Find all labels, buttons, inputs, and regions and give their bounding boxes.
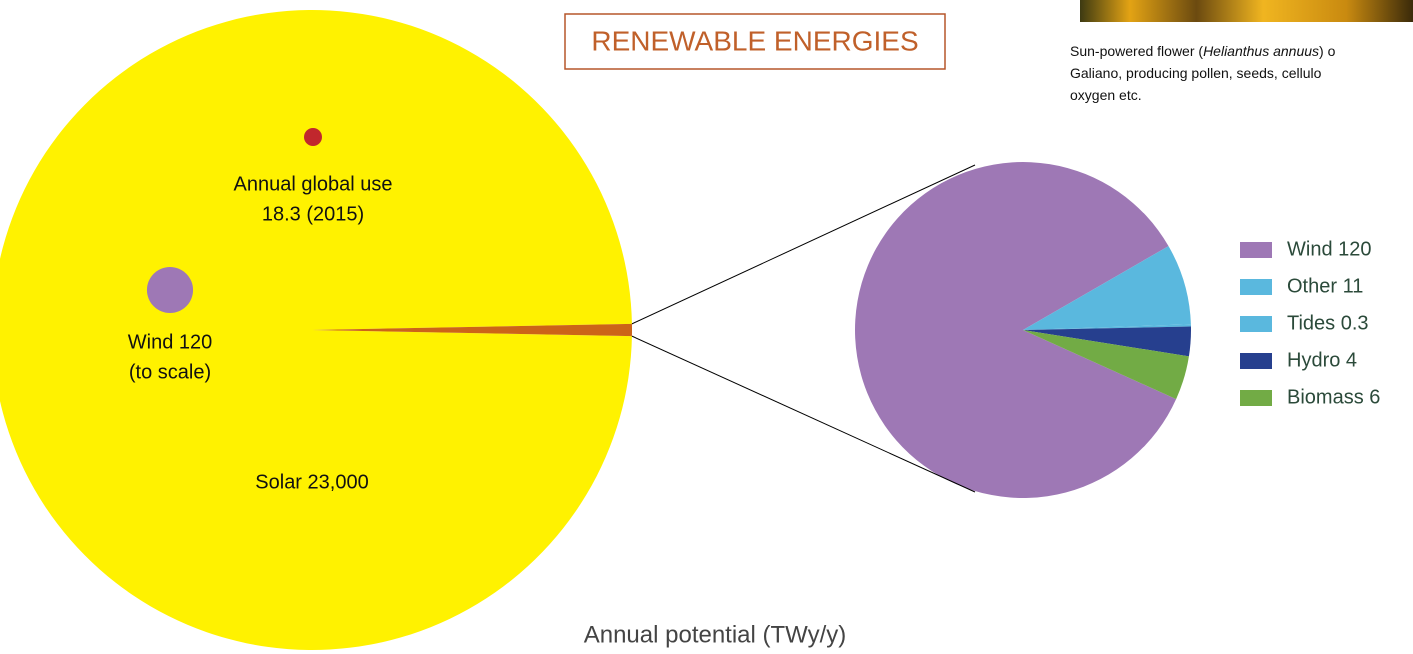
x-axis-label: Annual potential (TWy/y) — [584, 621, 847, 648]
legend-label: Tides 0.3 — [1287, 312, 1369, 334]
caption: Sun-powered flower (Helianthus annuus) o… — [1070, 43, 1336, 103]
photo — [1080, 0, 1413, 22]
legend-swatch — [1240, 353, 1272, 369]
legend-label: Wind 120 — [1287, 238, 1372, 260]
legend-label: Hydro 4 — [1287, 349, 1357, 371]
caption-text: ) o — [1319, 43, 1336, 59]
legend-swatch — [1240, 316, 1272, 332]
marker-label: (to scale) — [129, 361, 211, 383]
caption-text: Helianthus annuus — [1203, 43, 1319, 59]
marker-label: Wind 120 — [128, 331, 213, 353]
legend-label: Biomass 6 — [1287, 386, 1380, 408]
caption-text: oxygen etc. — [1070, 87, 1142, 103]
slice-label: Solar 23,000 — [255, 471, 368, 493]
legend-swatch — [1240, 390, 1272, 406]
marker-label: Annual global use — [233, 173, 392, 195]
scale-marker — [147, 267, 193, 313]
caption-text: Galiano, producing pollen, seeds, cellul… — [1070, 65, 1322, 81]
caption-line: Galiano, producing pollen, seeds, cellul… — [1070, 65, 1322, 81]
legend-swatch — [1240, 242, 1272, 258]
legend-label: Other 11 — [1287, 275, 1363, 297]
legend-swatch — [1240, 279, 1272, 295]
caption-line: Sun-powered flower (Helianthus annuus) o — [1070, 43, 1336, 59]
chart-title: RENEWABLE ENERGIES — [591, 25, 918, 56]
caption-text: Sun-powered flower ( — [1070, 43, 1203, 59]
chart: Sun-powered flower (Helianthus annuus) o… — [0, 0, 1413, 654]
caption-line: oxygen etc. — [1070, 87, 1142, 103]
marker-label: 18.3 (2015) — [262, 203, 364, 225]
scale-marker — [304, 128, 322, 146]
page: {"chart_data": [ {"type": "pie", "title"… — [0, 0, 1413, 654]
